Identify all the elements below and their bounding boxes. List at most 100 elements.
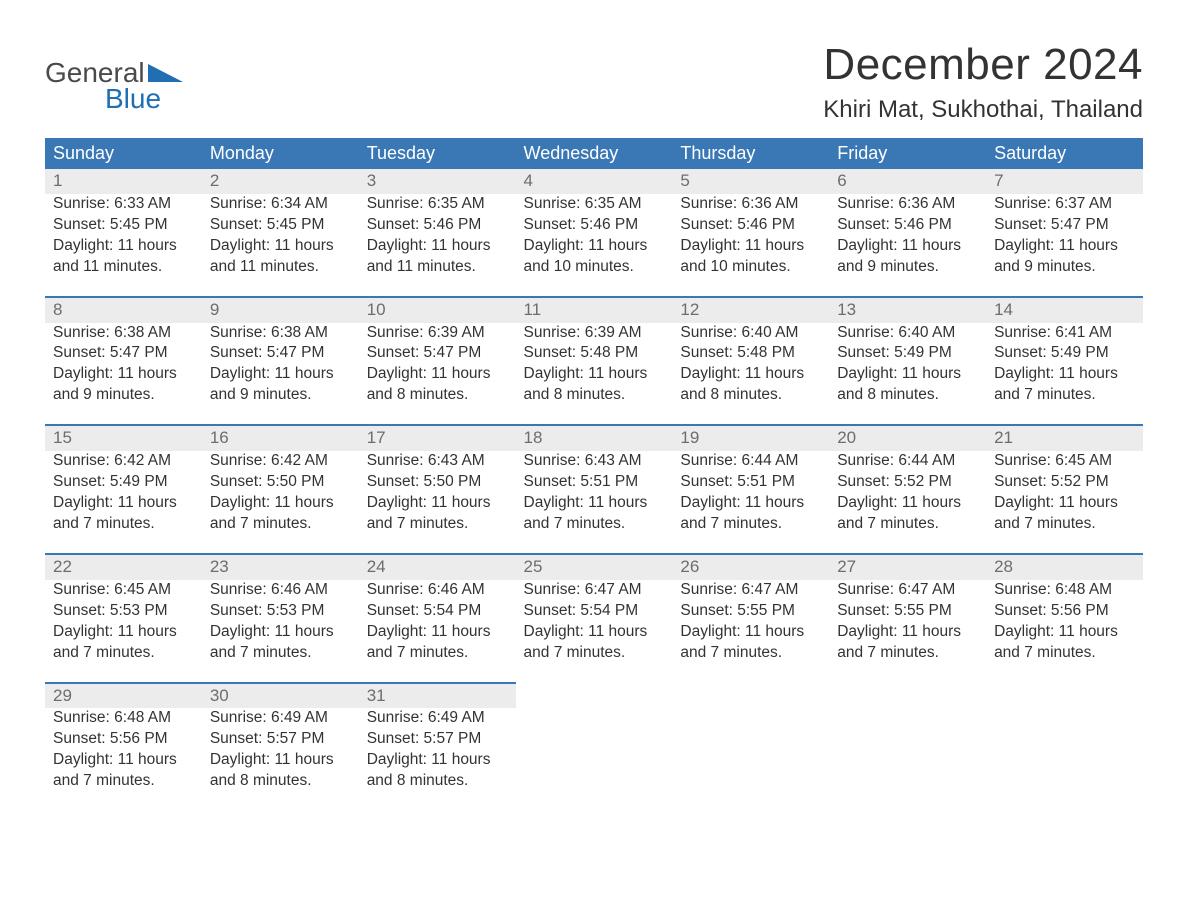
day-number-cell: 27: [829, 554, 986, 580]
day-number-cell: 17: [359, 425, 516, 451]
daylight-text-line1: Daylight: 11 hours: [53, 493, 194, 514]
header-row: General Blue December 2024 Khiri Mat, Su…: [45, 40, 1143, 124]
daylight-text-line2: and 7 minutes.: [53, 771, 194, 792]
sunset-text: Sunset: 5:54 PM: [367, 601, 508, 622]
sunset-text: Sunset: 5:52 PM: [994, 472, 1135, 493]
sunrise-text: Sunrise: 6:47 AM: [680, 580, 821, 601]
day-content-cell: [986, 708, 1143, 810]
day-content-cell: [829, 708, 986, 810]
daylight-text-line1: Daylight: 11 hours: [680, 622, 821, 643]
day-content-cell: Sunrise: 6:34 AMSunset: 5:45 PMDaylight:…: [202, 194, 359, 297]
calendar-page: General Blue December 2024 Khiri Mat, Su…: [0, 0, 1188, 918]
sunset-text: Sunset: 5:49 PM: [994, 343, 1135, 364]
day-number-cell: 29: [45, 683, 202, 709]
sunrise-text: Sunrise: 6:39 AM: [367, 323, 508, 344]
daylight-text-line2: and 7 minutes.: [210, 643, 351, 664]
daynum-row: 293031: [45, 683, 1143, 709]
sunrise-text: Sunrise: 6:41 AM: [994, 323, 1135, 344]
sunset-text: Sunset: 5:51 PM: [524, 472, 665, 493]
sunset-text: Sunset: 5:45 PM: [210, 215, 351, 236]
daylight-text-line2: and 7 minutes.: [367, 514, 508, 535]
daylight-text-line1: Daylight: 11 hours: [837, 364, 978, 385]
weekday-header: Monday: [202, 138, 359, 169]
sunset-text: Sunset: 5:47 PM: [53, 343, 194, 364]
daylight-text-line1: Daylight: 11 hours: [524, 493, 665, 514]
sunset-text: Sunset: 5:46 PM: [524, 215, 665, 236]
day-content-cell: Sunrise: 6:41 AMSunset: 5:49 PMDaylight:…: [986, 323, 1143, 426]
sunrise-text: Sunrise: 6:33 AM: [53, 194, 194, 215]
sunset-text: Sunset: 5:57 PM: [367, 729, 508, 750]
sunset-text: Sunset: 5:46 PM: [680, 215, 821, 236]
daylight-text-line1: Daylight: 11 hours: [210, 364, 351, 385]
day-number-cell: 19: [672, 425, 829, 451]
day-number-cell: 22: [45, 554, 202, 580]
day-content-cell: Sunrise: 6:40 AMSunset: 5:48 PMDaylight:…: [672, 323, 829, 426]
daynum-row: 15161718192021: [45, 425, 1143, 451]
daylight-text-line1: Daylight: 11 hours: [210, 622, 351, 643]
daylight-text-line1: Daylight: 11 hours: [53, 364, 194, 385]
sunrise-text: Sunrise: 6:36 AM: [837, 194, 978, 215]
daynum-row: 1234567: [45, 169, 1143, 194]
daylight-text-line1: Daylight: 11 hours: [680, 364, 821, 385]
weekday-header-row: Sunday Monday Tuesday Wednesday Thursday…: [45, 138, 1143, 169]
calendar-table: Sunday Monday Tuesday Wednesday Thursday…: [45, 138, 1143, 810]
daylight-text-line1: Daylight: 11 hours: [994, 364, 1135, 385]
day-number-cell: [986, 683, 1143, 709]
sunrise-text: Sunrise: 6:35 AM: [524, 194, 665, 215]
daylight-text-line1: Daylight: 11 hours: [210, 236, 351, 257]
daylight-text-line1: Daylight: 11 hours: [994, 236, 1135, 257]
day-number-cell: 21: [986, 425, 1143, 451]
sunset-text: Sunset: 5:51 PM: [680, 472, 821, 493]
daylight-text-line1: Daylight: 11 hours: [837, 622, 978, 643]
sunrise-text: Sunrise: 6:43 AM: [367, 451, 508, 472]
day-content-cell: Sunrise: 6:43 AMSunset: 5:50 PMDaylight:…: [359, 451, 516, 554]
daylight-text-line1: Daylight: 11 hours: [524, 622, 665, 643]
sunset-text: Sunset: 5:54 PM: [524, 601, 665, 622]
weekday-header: Wednesday: [516, 138, 673, 169]
sunrise-text: Sunrise: 6:36 AM: [680, 194, 821, 215]
day-content-cell: Sunrise: 6:48 AMSunset: 5:56 PMDaylight:…: [45, 708, 202, 810]
daylight-text-line1: Daylight: 11 hours: [210, 493, 351, 514]
sunrise-text: Sunrise: 6:48 AM: [994, 580, 1135, 601]
location-subtitle: Khiri Mat, Sukhothai, Thailand: [823, 96, 1143, 124]
daylight-text-line2: and 7 minutes.: [524, 643, 665, 664]
daylight-text-line2: and 9 minutes.: [994, 257, 1135, 278]
sunrise-text: Sunrise: 6:40 AM: [837, 323, 978, 344]
sunrise-text: Sunrise: 6:49 AM: [210, 708, 351, 729]
day-content-row: Sunrise: 6:42 AMSunset: 5:49 PMDaylight:…: [45, 451, 1143, 554]
daynum-row: 891011121314: [45, 297, 1143, 323]
daylight-text-line1: Daylight: 11 hours: [53, 622, 194, 643]
sunrise-text: Sunrise: 6:42 AM: [210, 451, 351, 472]
day-number-cell: 26: [672, 554, 829, 580]
day-number-cell: 9: [202, 297, 359, 323]
day-content-cell: Sunrise: 6:42 AMSunset: 5:49 PMDaylight:…: [45, 451, 202, 554]
daylight-text-line2: and 7 minutes.: [837, 643, 978, 664]
sunrise-text: Sunrise: 6:46 AM: [367, 580, 508, 601]
daylight-text-line1: Daylight: 11 hours: [524, 364, 665, 385]
day-number-cell: 2: [202, 169, 359, 194]
day-content-cell: Sunrise: 6:40 AMSunset: 5:49 PMDaylight:…: [829, 323, 986, 426]
weekday-header: Tuesday: [359, 138, 516, 169]
sunrise-text: Sunrise: 6:44 AM: [680, 451, 821, 472]
sunset-text: Sunset: 5:50 PM: [210, 472, 351, 493]
daylight-text-line1: Daylight: 11 hours: [837, 236, 978, 257]
day-content-row: Sunrise: 6:48 AMSunset: 5:56 PMDaylight:…: [45, 708, 1143, 810]
daylight-text-line2: and 7 minutes.: [994, 385, 1135, 406]
daylight-text-line2: and 8 minutes.: [367, 771, 508, 792]
day-number-cell: 13: [829, 297, 986, 323]
sunset-text: Sunset: 5:57 PM: [210, 729, 351, 750]
daylight-text-line2: and 11 minutes.: [210, 257, 351, 278]
daylight-text-line2: and 7 minutes.: [210, 514, 351, 535]
logo-svg: General Blue: [45, 58, 205, 120]
day-content-cell: Sunrise: 6:49 AMSunset: 5:57 PMDaylight:…: [202, 708, 359, 810]
daylight-text-line1: Daylight: 11 hours: [367, 236, 508, 257]
day-content-cell: Sunrise: 6:37 AMSunset: 5:47 PMDaylight:…: [986, 194, 1143, 297]
sunrise-text: Sunrise: 6:37 AM: [994, 194, 1135, 215]
sunset-text: Sunset: 5:49 PM: [53, 472, 194, 493]
sunset-text: Sunset: 5:49 PM: [837, 343, 978, 364]
day-content-cell: Sunrise: 6:44 AMSunset: 5:52 PMDaylight:…: [829, 451, 986, 554]
day-number-cell: [672, 683, 829, 709]
weekday-header: Friday: [829, 138, 986, 169]
day-content-cell: Sunrise: 6:35 AMSunset: 5:46 PMDaylight:…: [516, 194, 673, 297]
logo-triangle-icon: [148, 64, 183, 82]
